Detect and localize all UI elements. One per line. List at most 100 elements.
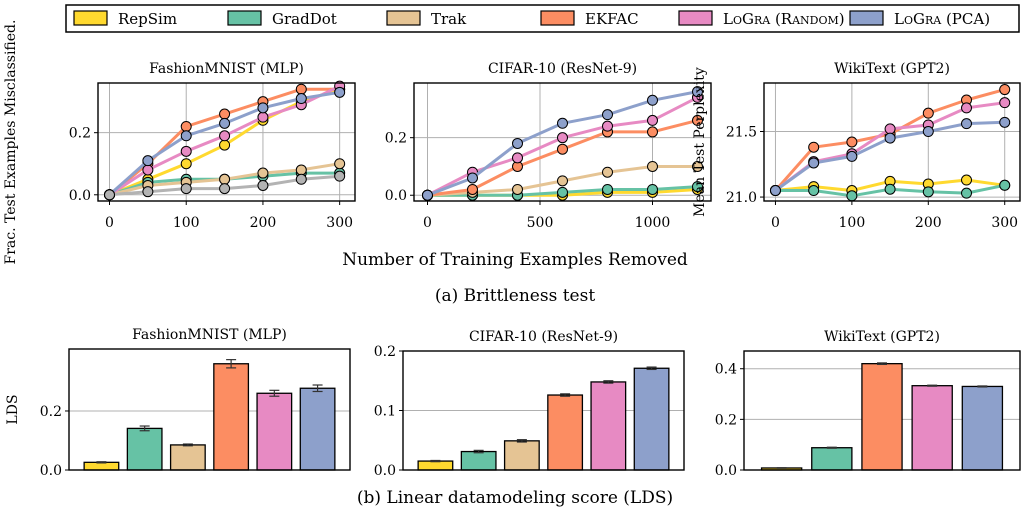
- x-tick-label: 100: [839, 215, 866, 231]
- legend-label-ekfac: EKFAC: [585, 10, 639, 28]
- plot-cifar10-brittleness: 0 500 1000 0.0 0.2 CIFAR-10 (ResNet-9): [385, 61, 712, 231]
- x-tick-label: 1000: [635, 215, 671, 231]
- plot-title: WikiText (GPT2): [824, 329, 940, 345]
- data-point: [142, 155, 154, 167]
- y-tick-label: 0.2: [69, 126, 91, 142]
- y-tick-label: 0.0: [385, 188, 407, 204]
- data-point: [334, 86, 346, 98]
- legend-label-logra-random: LoGra (Random): [723, 10, 845, 28]
- data-point: [295, 173, 307, 185]
- x-tick-label: 500: [527, 215, 554, 231]
- data-point: [846, 136, 858, 148]
- data-point: [557, 117, 568, 129]
- data-point: [104, 189, 116, 201]
- bar-logra-pca: [299, 387, 336, 471]
- plot-title: CIFAR-10 (ResNet-9): [469, 329, 618, 345]
- data-point: [557, 143, 568, 155]
- plot-fashionmnist-lds: 0.0 0.2 FashionMNIST (MLP) LDS: [5, 327, 351, 479]
- data-point: [692, 114, 703, 126]
- y-tick-label: 21.5: [726, 125, 757, 141]
- axes-frame: [413, 82, 712, 202]
- data-point: [602, 120, 613, 132]
- legend: RepSim GradDot Trak EKFAC LoGra (Random) LoGr…: [65, 4, 1020, 33]
- bar-logra-pca: [961, 385, 1004, 471]
- data-point: [602, 109, 613, 121]
- x-tick-label: 200: [915, 215, 942, 231]
- x-tick-label: 300: [326, 215, 353, 231]
- data-point: [961, 118, 973, 130]
- caption-b: (b) Linear datamodeling score (LDS): [357, 488, 673, 508]
- plot-wikitext-lds: 0.0 0.2 0.4 WikiText (GPT2): [715, 329, 1021, 479]
- data-point: [257, 179, 269, 191]
- y-tick-label: 0.0: [715, 463, 737, 479]
- data-point: [846, 150, 858, 162]
- bar-graddot: [460, 450, 497, 471]
- y-axis-label: LDS: [5, 394, 21, 424]
- x-tick-label: 0: [771, 215, 780, 231]
- plot-title: CIFAR-10 (ResNet-9): [488, 61, 637, 77]
- legend-items: RepSim GradDot Trak EKFAC LoGra (Random) LoGr…: [73, 10, 990, 28]
- y-tick-label: 0.0: [69, 188, 91, 204]
- data-point: [180, 145, 192, 157]
- data-point: [922, 186, 934, 198]
- bar-ekfac: [547, 394, 584, 471]
- series-logra-pca: [104, 86, 346, 201]
- y-tick-label: 0.1: [374, 404, 396, 420]
- data-point: [512, 152, 523, 164]
- data-point: [334, 158, 346, 170]
- data-point: [512, 137, 523, 149]
- data-point: [884, 132, 896, 144]
- y-tick-label: 21.0: [726, 190, 757, 206]
- bar-trak: [169, 444, 206, 471]
- caption-a: (a) Brittleness test: [435, 286, 595, 306]
- series-logra-pca: [422, 86, 703, 201]
- plot-title: FashionMNIST (MLP): [132, 327, 287, 343]
- legend-swatch-repsim: [73, 10, 108, 26]
- data-point: [295, 93, 307, 105]
- axes-frame: [68, 348, 351, 471]
- legend-swatch-logra-random: [678, 10, 713, 26]
- data-point: [557, 186, 568, 198]
- legend-label-repsim: RepSim: [118, 10, 177, 28]
- data-point: [692, 86, 703, 98]
- data-point: [219, 130, 231, 142]
- legend-swatch-logra-pca: [849, 10, 884, 26]
- data-point: [922, 126, 934, 138]
- y-tick-label: 0.2: [374, 344, 396, 360]
- data-point: [999, 179, 1011, 191]
- data-point: [647, 126, 658, 138]
- data-point: [557, 175, 568, 187]
- data-point: [961, 187, 973, 199]
- axes-frame: [763, 82, 1021, 202]
- data-point: [180, 158, 192, 170]
- data-point: [219, 183, 231, 195]
- y-tick-label: 0.2: [40, 404, 62, 420]
- data-point: [142, 186, 154, 198]
- shared-x-axis-label: Number of Training Examples Removed: [342, 250, 688, 270]
- data-point: [467, 172, 478, 184]
- data-point: [999, 97, 1011, 109]
- bar-logra-random: [911, 385, 953, 471]
- axes-frame: [97, 82, 356, 202]
- x-tick-label: 0: [105, 215, 114, 231]
- data-point: [219, 139, 231, 151]
- data-point: [219, 117, 231, 129]
- bar-graddot: [811, 447, 853, 471]
- y-tick-label: 0.2: [385, 131, 407, 147]
- bar-ekfac: [861, 363, 903, 471]
- x-tick-label: 300: [991, 215, 1018, 231]
- plot-title: WikiText (GPT2): [834, 61, 950, 77]
- bar-ekfac: [213, 363, 250, 471]
- bar-repsim: [417, 460, 454, 471]
- data-point: [647, 160, 658, 172]
- data-point: [961, 102, 973, 114]
- data-point: [180, 183, 192, 195]
- y-tick-label: 0.2: [715, 412, 737, 428]
- legend-swatch-ekfac: [540, 10, 575, 26]
- data-point: [808, 157, 820, 169]
- data-point: [999, 84, 1011, 96]
- data-point: [180, 120, 192, 132]
- data-point: [557, 132, 568, 144]
- x-tick-label: 200: [250, 215, 277, 231]
